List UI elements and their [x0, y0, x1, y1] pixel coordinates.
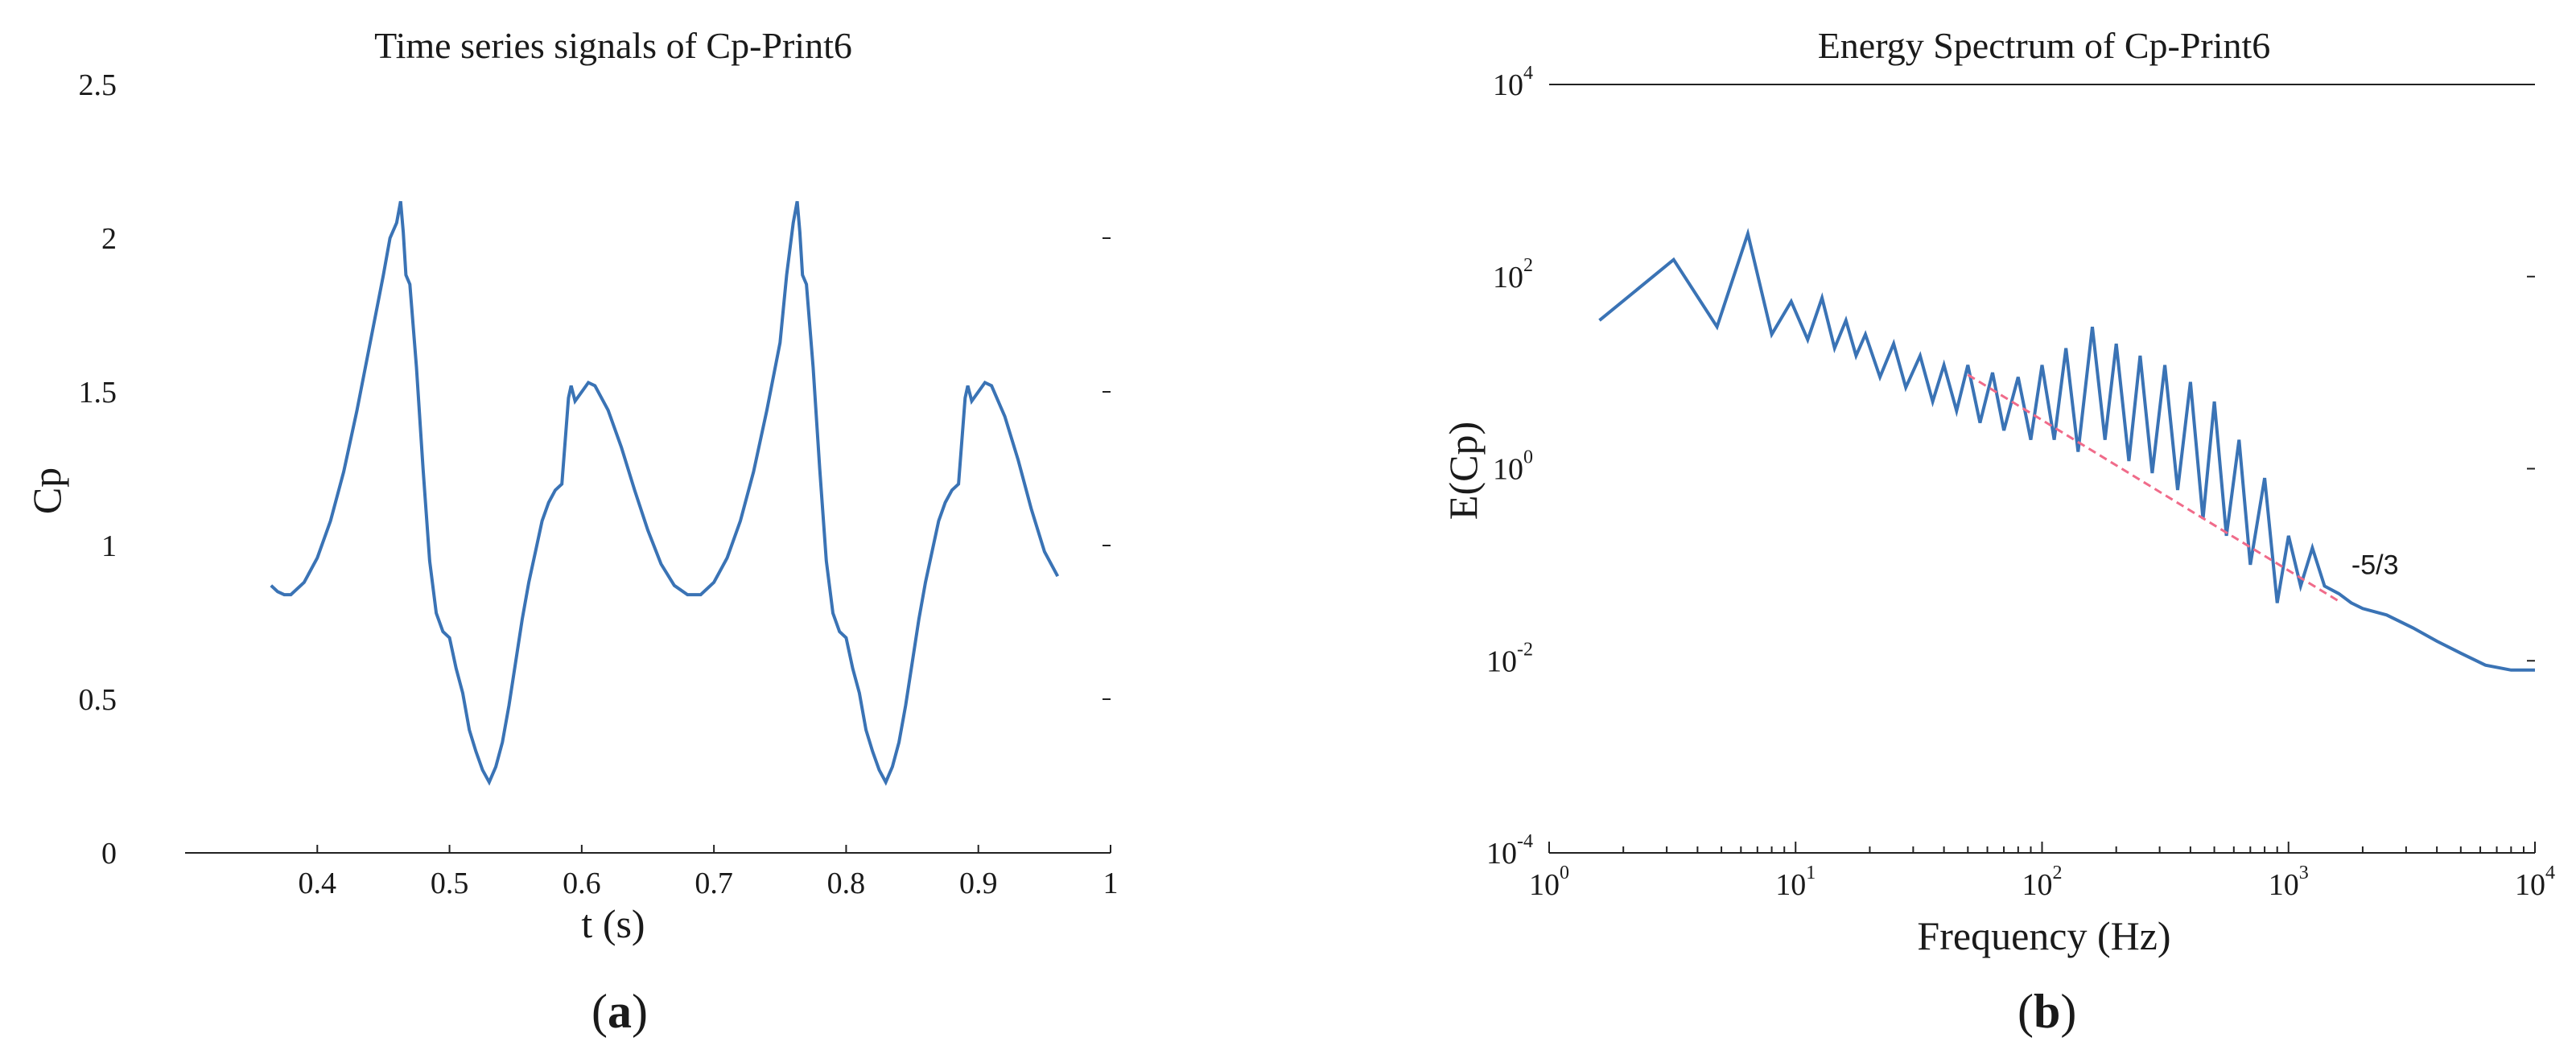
chart-a-y-tick-label: 1.5 — [79, 376, 117, 410]
chart-b-slope-line — [1967, 373, 2340, 603]
chart-b-title: Energy Spectrum of Cp-Print6 — [1818, 25, 2271, 66]
chart-a-x-ticks: 0.4 0.5 0.6 0.7 0.8 0.9 1 — [299, 845, 1119, 900]
chart-a-y-ticks: 0 0.5 1 1.5 2 2.5 — [79, 68, 1111, 871]
time-series-chart: Time series signals of Cp-Print6 0 0.5 1 1.… — [24, 25, 1119, 1038]
chart-a-y-label: Cp — [24, 467, 69, 514]
chart-a-y-tick-label: 2 — [101, 222, 117, 256]
energy-spectrum-chart: Energy Spectrum of Cp-Print6 10-4 10-2 100… — [1440, 25, 2555, 1038]
chart-b-y-tick-label: 100 — [1493, 447, 1533, 487]
chart-b-y-tick-label: 102 — [1493, 255, 1533, 294]
chart-a-x-tick-label: 0.8 — [827, 867, 866, 900]
chart-a-y-tick-label: 0.5 — [79, 683, 117, 717]
svg-text:(b): (b) — [2018, 985, 2076, 1038]
chart-b-y-tick-label: 10-2 — [1486, 639, 1533, 678]
panel-label-a: (a) — [591, 985, 648, 1038]
chart-b-y-tick-label: 104 — [1493, 63, 1533, 102]
panel-label-a-letter: a — [608, 985, 632, 1038]
chart-b-x-tick-label: 101 — [1775, 863, 1816, 902]
chart-b-x-tick-label: 103 — [2269, 863, 2309, 902]
chart-a-title: Time series signals of Cp-Print6 — [374, 25, 852, 66]
chart-a-x-tick-label: 0.5 — [431, 867, 469, 900]
chart-a-x-label: t (s) — [581, 901, 645, 946]
chart-b-x-tick-label: 100 — [1529, 863, 1569, 902]
chart-a-x-tick-label: 1 — [1103, 867, 1119, 900]
chart-b-x-tick-label: 104 — [2515, 863, 2555, 902]
chart-a-x-tick-label: 0.9 — [959, 867, 998, 900]
panel-label-b: (b) — [2018, 985, 2076, 1038]
panel-label-b-letter: b — [2034, 985, 2060, 1038]
chart-b-y-ticks: 10-4 10-2 100 102 104 — [1486, 63, 2535, 871]
svg-text:(a): (a) — [591, 985, 648, 1038]
chart-a-x-tick-label: 0.6 — [563, 867, 601, 900]
chart-a-x-tick-label: 0.4 — [299, 867, 337, 900]
chart-a-series-line — [270, 200, 1060, 786]
chart-b-x-tick-label: 102 — [2022, 863, 2063, 902]
chart-b-y-label: E(Cp) — [1440, 422, 1486, 520]
chart-b-x-ticks: 100 101 102 103 104 — [1529, 842, 2555, 902]
chart-a-y-tick-label: 0 — [101, 837, 117, 871]
chart-a-y-tick-label: 1 — [101, 529, 117, 563]
chart-b-spectrum-line — [1598, 228, 2535, 672]
chart-b-y-tick-label: 10-4 — [1486, 831, 1533, 871]
chart-a-x-tick-label: 0.7 — [694, 867, 733, 900]
chart-b-x-label: Frequency (Hz) — [1917, 913, 2170, 958]
chart-a-y-tick-label: 2.5 — [79, 68, 117, 102]
chart-b-slope-annotation: -5/3 — [2351, 550, 2399, 580]
